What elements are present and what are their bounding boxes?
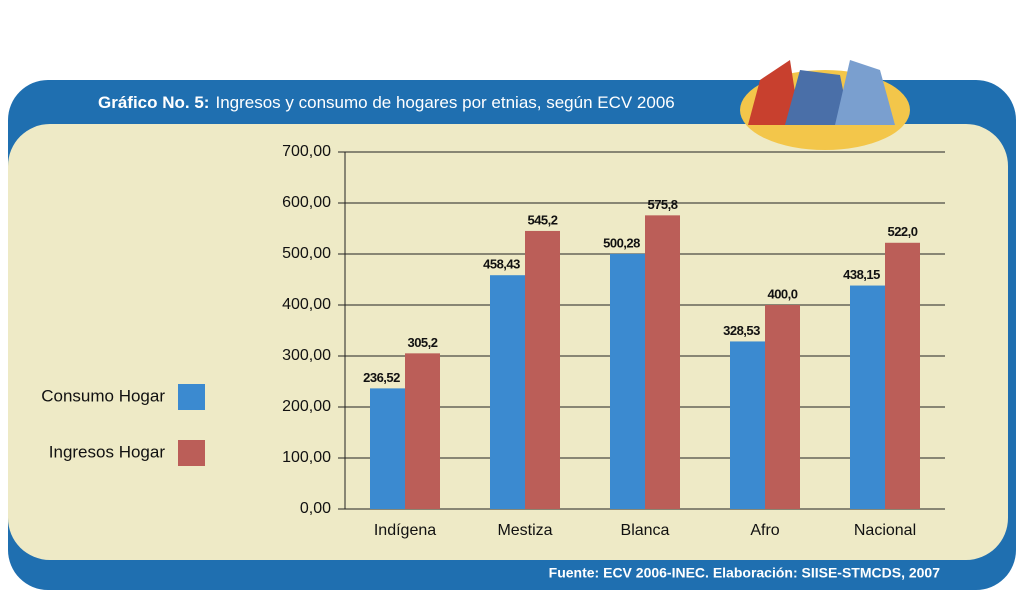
legend-label: Ingresos Hogar <box>49 442 166 461</box>
bar <box>610 254 645 509</box>
value-label: 545,2 <box>527 212 557 227</box>
y-tick-label: 300,00 <box>282 347 331 364</box>
figure-label: Gráfico No. 5: <box>98 93 209 112</box>
value-label: 575,8 <box>647 197 677 212</box>
title: Gráfico No. 5: Ingresos y consumo de hoga… <box>98 93 675 112</box>
bar <box>765 305 800 509</box>
y-tick-label: 0,00 <box>300 500 331 517</box>
y-tick-label: 400,00 <box>282 296 331 313</box>
value-label: 458,43 <box>483 257 520 272</box>
bar <box>525 231 560 509</box>
bar <box>885 243 920 509</box>
bar <box>370 388 405 509</box>
y-tick-label: 700,00 <box>282 143 331 160</box>
value-label: 328,53 <box>723 323 760 338</box>
y-tick-label: 200,00 <box>282 398 331 415</box>
x-tick-label: Nacional <box>854 522 916 539</box>
legend-label: Consumo Hogar <box>41 386 165 405</box>
source: Fuente: ECV 2006-INEC. Elaboración: SIIS… <box>549 565 941 581</box>
y-tick-label: 100,00 <box>282 449 331 466</box>
value-label: 305,2 <box>407 335 437 350</box>
bar <box>730 341 765 509</box>
value-label: 500,28 <box>603 235 640 250</box>
x-tick-label: Afro <box>750 522 779 539</box>
y-tick-label: 500,00 <box>282 245 331 262</box>
chart: Gráfico No. 5: Ingresos y consumo de hoga… <box>0 0 1022 594</box>
bar <box>850 286 885 509</box>
legend-swatch <box>178 384 205 410</box>
value-label: 236,52 <box>363 370 400 385</box>
value-label: 400,0 <box>767 286 797 301</box>
x-tick-label: Blanca <box>621 522 670 539</box>
x-tick-label: Indígena <box>374 522 436 539</box>
chart-title: Ingresos y consumo de hogares por etnias… <box>215 93 674 112</box>
bar <box>405 353 440 509</box>
bar <box>490 275 525 509</box>
legend-swatch <box>178 440 205 466</box>
value-label: 438,15 <box>843 267 880 282</box>
bar <box>645 215 680 509</box>
value-label: 522,0 <box>887 224 917 239</box>
decoration <box>740 60 910 150</box>
y-tick-label: 600,00 <box>282 194 331 211</box>
x-tick-label: Mestiza <box>497 522 552 539</box>
